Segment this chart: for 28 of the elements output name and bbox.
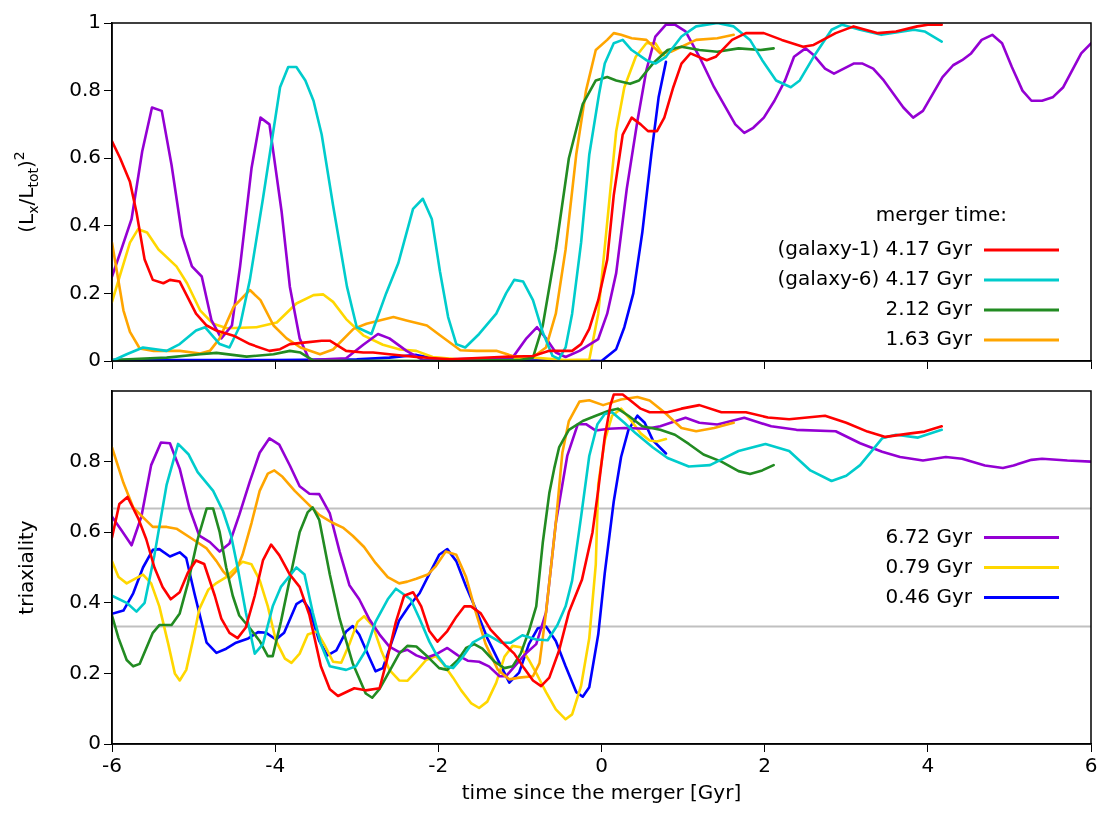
x-tick-label: 6 [1084,753,1098,778]
y-tick-label: 0.4 [69,212,101,236]
legend-label: (galaxy-1) 4.17 Gyr [777,236,973,261]
x-tick-label: 0 [595,753,608,778]
legend-label: (galaxy-6) 4.17 Gyr [777,266,973,291]
y-tick-label: 0.6 [69,518,101,543]
x-axis-title: time since the merger [Gyr] [461,780,742,805]
y-tick-label: 0.2 [69,659,101,684]
y-axis-title: triaxiality [14,520,39,615]
y-tick-label: 1 [88,9,101,34]
legend-label: 6.72 Gyr [885,523,973,548]
legend-title: merger time: [875,202,1008,227]
y-tick-label: 0.8 [69,447,101,472]
x-tick-label: -6 [102,753,122,778]
legend-label: 0.79 Gyr [885,553,973,578]
y-tick-label: 0.8 [69,76,101,101]
y-tick-label: 0 [88,730,101,755]
x-tick-label: -2 [428,753,449,778]
x-tick-label: 4 [921,753,935,778]
y-tick-label: 0.6 [69,144,101,169]
y-tick-label: 0 [88,347,101,372]
legend-label: 1.63 Gyr [885,326,973,351]
legend-label: 0.46 Gyr [885,583,973,608]
y-tick-label: 0.4 [69,589,101,613]
legend-label: 2.12 Gyr [885,296,973,321]
x-tick-label: -4 [265,753,286,778]
x-tick-label: 2 [758,753,772,778]
y-tick-label: 0.2 [69,279,101,304]
